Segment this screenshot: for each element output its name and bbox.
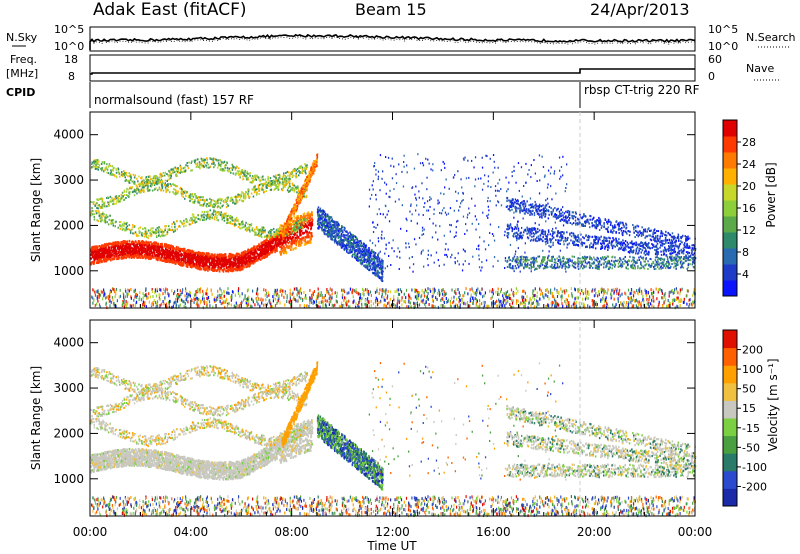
xaxis-label: Time UT — [366, 539, 417, 553]
colorbar-tick: 15 — [742, 402, 756, 415]
xtick-label: 12:00 — [375, 525, 410, 539]
ytick-label: 2000 — [53, 426, 84, 440]
colorbar-swatch — [723, 200, 737, 217]
colorbar-swatch — [723, 365, 737, 384]
ytick-label: 1000 — [53, 472, 84, 486]
nsky-trace — [89, 33, 695, 50]
beam-title: Beam 15 — [355, 0, 427, 19]
freq-strip: Freq. [MHz] 18 8 60 0 Nave — [6, 53, 780, 83]
colorbar-swatch — [723, 400, 737, 419]
cpid-label: CPID — [6, 86, 35, 99]
xtick-label: 16:00 — [476, 525, 511, 539]
colorbar-tick: -15 — [742, 422, 760, 435]
nsky-right-tick-bottom: 10^0 — [708, 40, 738, 53]
nsky-tick-bottom: 10^0 — [54, 40, 84, 53]
colorbar-swatch — [723, 248, 737, 265]
time-axis: 00:00 04:00 08:00 12:00 16:00 20:00 00:00 — [73, 112, 713, 539]
colorbar-tick: -100 — [742, 461, 767, 474]
colorbar-swatch — [723, 216, 737, 233]
nave-tick-top: 60 — [708, 53, 722, 66]
colorbar-tick: -50 — [742, 441, 760, 454]
colorbar-tick: 4 — [742, 268, 749, 281]
ytick-label: 3000 — [53, 173, 84, 187]
colorbar-swatch — [723, 184, 737, 201]
colorbar-swatch — [723, 232, 737, 249]
ytick-label: 4000 — [53, 336, 84, 350]
velocity-scatter — [90, 361, 697, 518]
colorbar-tick: 8 — [742, 246, 749, 259]
power-colorbar: 28 24 20 16 12 8 4 — [722, 119, 756, 297]
nave-tick-bottom: 0 — [708, 70, 715, 83]
freq-label: Freq. — [10, 53, 37, 66]
xtick-label: 08:00 — [274, 525, 309, 539]
power-colorbar-label: Power [dB] — [764, 162, 778, 227]
xtick-label: 00:00 — [678, 525, 713, 539]
colorbar-swatch — [723, 264, 737, 281]
nave-label: Nave — [746, 62, 774, 75]
ytick-label: 1000 — [53, 264, 84, 278]
nsky-strip: N.Sky 10^5 10^0 10^5 10^0 N.Search — [6, 23, 796, 53]
colorbar-swatch — [723, 330, 737, 349]
colorbar-swatch — [723, 168, 737, 185]
station-title: Adak East (fitACF) — [93, 0, 247, 20]
nsky-label: N.Sky — [6, 31, 38, 44]
freq-tick-bottom: 8 — [68, 70, 75, 83]
cpid-normalsound: normalsound (fast) 157 RF — [94, 93, 254, 107]
nsky-tick-top: 10^5 — [54, 23, 84, 36]
colorbar-swatch — [723, 382, 737, 401]
freq-unit-label: [MHz] — [6, 67, 38, 80]
colorbar-swatch — [723, 120, 737, 137]
colorbar-swatch — [723, 280, 737, 297]
power-ylabel: Slant Range [km] — [29, 158, 43, 262]
colorbar-tick: 28 — [742, 136, 756, 149]
velocity-colorbar-label: Velocity [m s⁻¹] — [766, 358, 780, 451]
power-panel: 4000 3000 2000 1000 Slant Range [km] 28 24 20… — [29, 111, 778, 310]
colorbar-tick: 20 — [742, 180, 756, 193]
power-scatter — [90, 153, 697, 310]
ytick-label: 3000 — [53, 381, 84, 395]
colorbar-swatch — [723, 136, 737, 153]
freq-tick-top: 18 — [64, 53, 78, 66]
colorbar-tick: 100 — [742, 363, 763, 376]
cpid-rbsp: rbsp CT-trig 220 RF — [584, 83, 700, 97]
colorbar-tick: 200 — [742, 344, 763, 357]
colorbar-tick: 24 — [742, 158, 756, 171]
colorbar-tick: 50 — [742, 383, 756, 396]
colorbar-swatch — [723, 470, 737, 489]
nsky-right-tick-top: 10^5 — [708, 23, 738, 36]
colorbar-tick: 12 — [742, 224, 756, 237]
colorbar-tick: 16 — [742, 202, 756, 215]
nsearch-label: N.Search — [746, 31, 796, 44]
colorbar-swatch — [723, 435, 737, 454]
date-title: 24/Apr/2013 — [590, 0, 690, 19]
colorbar-swatch — [723, 152, 737, 169]
freq-trace — [90, 68, 695, 75]
ytick-label: 4000 — [53, 128, 84, 142]
xtick-label: 04:00 — [174, 525, 209, 539]
colorbar-swatch — [723, 418, 737, 437]
colorbar-swatch — [723, 453, 737, 472]
colorbar-swatch — [723, 488, 737, 507]
velocity-ylabel: Slant Range [km] — [29, 366, 43, 470]
xtick-label: 20:00 — [577, 525, 612, 539]
velocity-colorbar: 200 100 50 15 -15 -50 -100 -200 — [722, 329, 767, 507]
ytick-label: 2000 — [53, 218, 84, 232]
cpid-strip: CPID normalsound (fast) 157 RF rbsp CT-t… — [6, 82, 700, 108]
colorbar-swatch — [723, 347, 737, 366]
xtick-label: 00:00 — [73, 525, 108, 539]
colorbar-tick: -200 — [742, 480, 767, 493]
velocity-panel: 4000 3000 2000 1000 Slant Range [km] 200 100… — [29, 319, 780, 518]
